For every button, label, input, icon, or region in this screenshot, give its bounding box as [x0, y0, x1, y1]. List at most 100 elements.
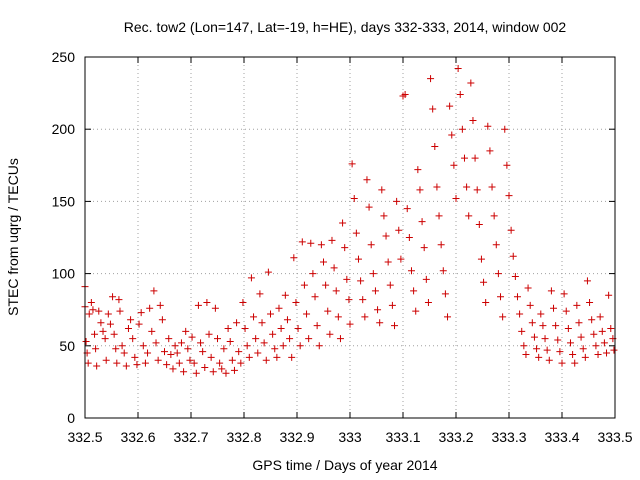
data-point [427, 75, 435, 83]
data-point [376, 319, 384, 327]
data-point [454, 65, 462, 73]
data-point [528, 319, 536, 327]
chart-title: Rec. tow2 (Lon=147, Lat=-19, h=HE), days… [124, 19, 567, 35]
data-point [220, 345, 228, 353]
data-point [401, 91, 409, 99]
data-point [501, 125, 509, 133]
data-point [233, 319, 241, 327]
data-point [177, 339, 185, 347]
data-point [588, 316, 596, 324]
data-point [116, 307, 124, 315]
data-point [118, 342, 126, 350]
data-point [603, 349, 611, 357]
data-point [435, 212, 443, 220]
data-point [296, 342, 304, 350]
data-point [598, 327, 606, 335]
data-points [81, 65, 618, 377]
data-point [520, 342, 528, 350]
data-point [346, 320, 354, 328]
data-point [391, 322, 399, 330]
data-point [320, 258, 327, 266]
data-point [482, 298, 490, 306]
data-point [433, 183, 441, 191]
data-point [410, 287, 418, 295]
data-point [218, 365, 226, 373]
data-point [452, 195, 460, 203]
y-tick-label: 0 [67, 410, 75, 426]
data-point [330, 264, 338, 272]
data-point [486, 147, 494, 155]
data-point [596, 313, 604, 321]
data-point [97, 319, 105, 327]
data-point [137, 309, 145, 317]
data-point [256, 290, 264, 298]
data-point [127, 316, 135, 324]
data-point [112, 345, 120, 353]
data-point [243, 342, 251, 350]
data-point [359, 296, 367, 304]
data-point [286, 335, 294, 343]
data-point [412, 307, 420, 315]
data-point [471, 154, 479, 162]
data-point [110, 330, 118, 338]
data-point [324, 307, 332, 315]
data-point [207, 353, 215, 361]
data-point [456, 91, 464, 99]
data-point [395, 226, 403, 234]
data-point [85, 310, 93, 318]
data-point [173, 349, 181, 357]
data-point [315, 342, 323, 350]
data-point [350, 195, 358, 203]
data-point [431, 143, 439, 151]
data-point [87, 298, 95, 306]
data-point [269, 330, 277, 338]
data-point [230, 366, 238, 374]
data-point [518, 327, 526, 335]
data-point [535, 353, 543, 361]
data-point [537, 310, 545, 318]
data-point [378, 186, 386, 194]
data-point [365, 203, 373, 211]
data-point [526, 301, 534, 309]
data-point [354, 255, 362, 263]
data-point [460, 154, 468, 162]
data-point [352, 229, 360, 237]
y-tick-label: 150 [52, 193, 76, 209]
data-point [84, 359, 92, 367]
data-point [463, 183, 471, 191]
y-tick-label: 100 [52, 266, 76, 282]
data-point [239, 298, 247, 306]
data-point [82, 337, 90, 345]
data-point [92, 345, 100, 353]
data-point [192, 369, 200, 377]
data-point [113, 359, 121, 367]
data-point [541, 335, 549, 343]
data-point [109, 293, 117, 301]
axis-ticks: 332.5 332.6 332.7 332.8 332.9 333 333.1 333.2 33… [52, 49, 633, 445]
data-point [300, 281, 308, 289]
data-point [467, 79, 475, 87]
data-point [547, 287, 555, 295]
data-point [131, 353, 139, 361]
data-point [146, 304, 154, 312]
data-point [313, 322, 321, 330]
data-point [165, 335, 173, 343]
data-point [317, 241, 325, 249]
data-point [475, 221, 483, 229]
data-point [473, 186, 481, 194]
data-point [294, 324, 302, 332]
data-point [450, 161, 458, 169]
data-point [524, 284, 532, 292]
data-point [509, 252, 517, 260]
data-point [530, 333, 538, 341]
data-point [552, 322, 560, 330]
data-point [305, 335, 313, 343]
data-point [416, 186, 424, 194]
data-point [277, 324, 285, 332]
data-point [104, 310, 112, 318]
data-point [209, 368, 217, 376]
data-point [424, 298, 432, 306]
data-point [380, 212, 388, 220]
data-point [158, 316, 166, 324]
